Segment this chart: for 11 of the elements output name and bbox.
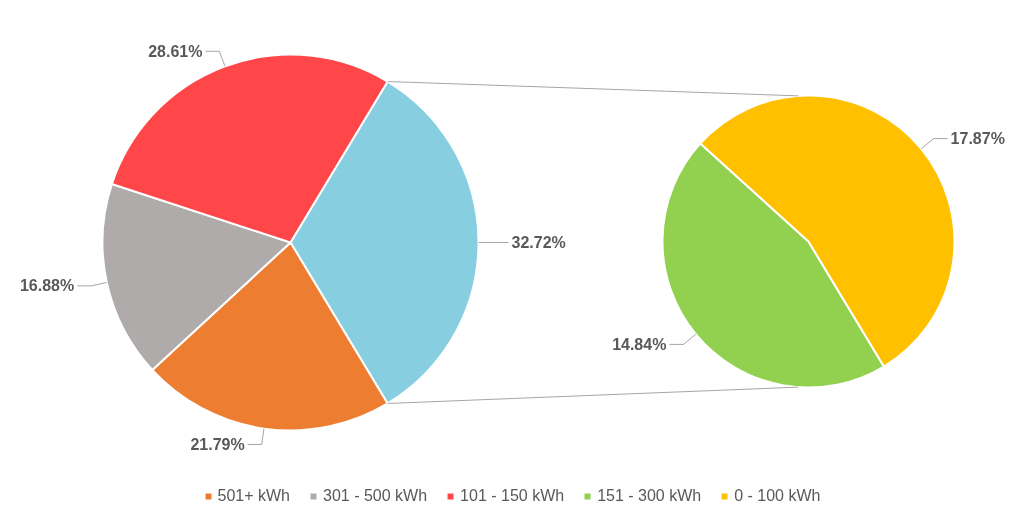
legend-label: 101 - 150 kWh [460, 487, 565, 505]
data-label: 16.88% [19, 277, 75, 295]
legend-label: 0 - 100 kWh [734, 487, 821, 505]
data-label: 17.87% [950, 130, 1005, 148]
data-label: 21.79% [190, 435, 245, 453]
legend-label: 151 - 300 kWh [597, 487, 702, 505]
data-label: 32.72% [511, 234, 566, 251]
legend-label: 301 - 500 kWh [323, 487, 428, 505]
legend-label: 501+ kWh [217, 487, 291, 505]
data-label: 14.84% [612, 335, 667, 353]
data-label: 28.61% [148, 42, 203, 60]
